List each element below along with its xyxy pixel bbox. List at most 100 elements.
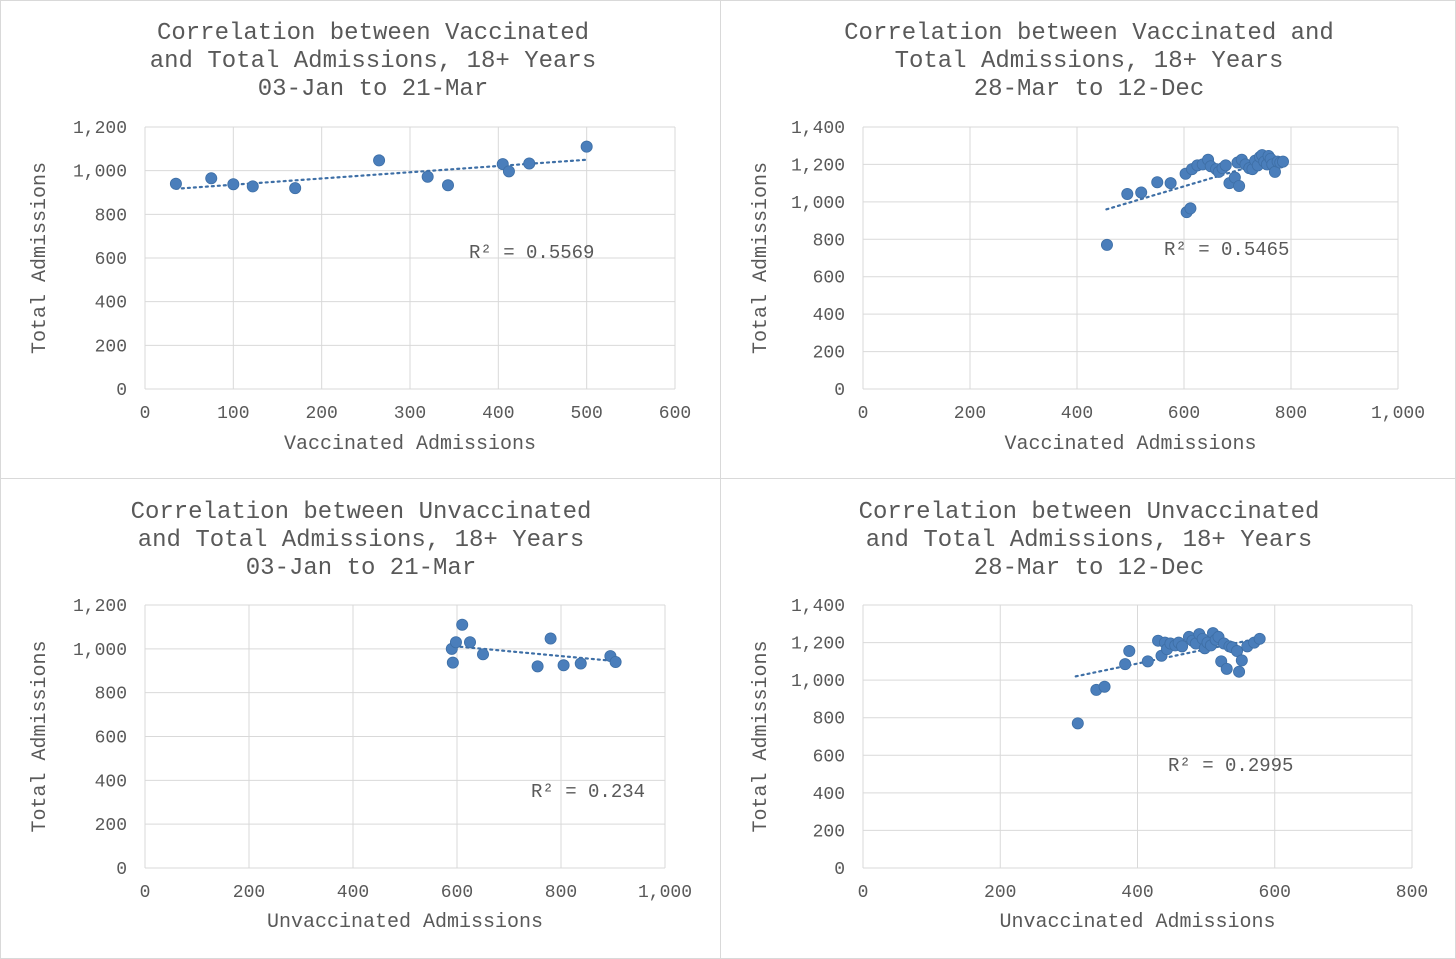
- data-point: [609, 655, 622, 668]
- data-point: [1220, 662, 1233, 675]
- y-tick-label: 800: [95, 206, 127, 226]
- x-tick-label: 200: [233, 883, 265, 903]
- data-point: [1151, 176, 1164, 189]
- x-tick-label: 600: [441, 883, 473, 903]
- y-tick-label: 600: [813, 269, 845, 289]
- y-tick-label: 0: [834, 860, 845, 880]
- data-point: [441, 179, 454, 192]
- chart-title-line-3: 03-Jan to 21-Mar: [246, 555, 476, 582]
- data-point: [1135, 186, 1148, 199]
- chart-title-line-1: Correlation between Vaccinated and: [844, 20, 1334, 47]
- data-point: [557, 659, 570, 672]
- data-point: [1176, 640, 1189, 653]
- y-tick-label: 0: [834, 381, 845, 401]
- r-squared-label: R² = 0.5465: [1164, 239, 1289, 261]
- linear-trendline: [174, 158, 588, 190]
- y-tick-label: 400: [813, 306, 845, 326]
- y-tick-label: 1,200: [791, 635, 845, 655]
- x-tick-label: 800: [1396, 883, 1428, 903]
- y-axis-label: Total Admissions: [750, 162, 773, 354]
- y-tick-label: 400: [95, 772, 127, 792]
- data-point: [1141, 655, 1154, 668]
- scatter-chart-vaccinated-late: Correlation between Vaccinated andTotal …: [750, 20, 1425, 456]
- chart-title-line-2: Total Admissions, 18+ Years: [895, 48, 1284, 75]
- data-point: [544, 632, 557, 645]
- data-point: [523, 157, 536, 170]
- y-tick-label: 600: [813, 747, 845, 767]
- y-tick-label: 200: [813, 344, 845, 364]
- chart-panel-unvaccinated-early: Correlation between Unvaccinated and Tota…: [0, 478, 721, 959]
- x-tick-label: 1,000: [1371, 404, 1425, 424]
- y-tick-label: 1,400: [791, 597, 845, 617]
- data-point: [1219, 159, 1232, 172]
- x-tick-label: 400: [1061, 404, 1093, 424]
- data-point: [446, 656, 459, 669]
- x-tick-label: 400: [337, 883, 369, 903]
- data-point: [1184, 202, 1197, 215]
- x-tick-label: 0: [858, 883, 869, 903]
- data-point: [531, 660, 544, 673]
- y-tick-label: 400: [95, 294, 127, 314]
- y-tick-label: 1,200: [73, 119, 127, 139]
- data-point: [1231, 645, 1244, 658]
- chart-panel-vaccinated-early: Correlation between Vaccinated and Total …: [0, 0, 721, 479]
- data-point: [169, 177, 182, 190]
- y-tick-label: 200: [95, 337, 127, 357]
- x-tick-label: 200: [984, 883, 1016, 903]
- data-point: [574, 657, 587, 670]
- x-tick-label: 100: [217, 404, 249, 424]
- y-axis-label: Total Admissions: [750, 640, 773, 832]
- chart-title-line-2: and Total Admissions, 18+ Years: [150, 48, 596, 75]
- y-tick-label: 600: [95, 250, 127, 270]
- data-point: [1235, 654, 1248, 667]
- linear-trendline: [453, 645, 615, 662]
- y-tick-label: 0: [116, 381, 127, 401]
- r-squared-label: R² = 0.2995: [1168, 755, 1293, 777]
- data-point: [1253, 632, 1266, 645]
- y-tick-label: 800: [813, 231, 845, 251]
- data-point: [289, 182, 302, 195]
- data-point: [1098, 680, 1111, 693]
- y-tick-label: 1,000: [791, 194, 845, 214]
- x-tick-label: 300: [394, 404, 426, 424]
- chart-title-line-1: Correlation between Unvaccinated: [859, 499, 1320, 526]
- y-tick-label: 1,200: [791, 156, 845, 176]
- x-tick-label: 400: [482, 404, 514, 424]
- x-tick-label: 400: [1121, 883, 1153, 903]
- x-tick-label: 600: [1168, 404, 1200, 424]
- data-point: [463, 636, 476, 649]
- chart-title-line-2: and Total Admissions, 18+ Years: [138, 527, 584, 554]
- y-tick-label: 0: [116, 860, 127, 880]
- data-point: [1233, 665, 1246, 678]
- x-axis-label: Unvaccinated Admissions: [999, 911, 1275, 934]
- data-point: [373, 154, 386, 167]
- y-tick-label: 1,400: [791, 119, 845, 139]
- data-point: [1119, 658, 1132, 671]
- data-point: [246, 180, 259, 193]
- y-tick-label: 1,200: [73, 597, 127, 617]
- chart-title-line-3: 28-Mar to 12-Dec: [974, 76, 1204, 103]
- y-axis-label: Total Admissions: [29, 162, 52, 354]
- data-point: [1164, 177, 1177, 190]
- x-tick-label: 200: [305, 404, 337, 424]
- data-point: [1121, 187, 1134, 200]
- x-axis-label: Vaccinated Admissions: [284, 433, 536, 456]
- chart-title-line-2: and Total Admissions, 18+ Years: [866, 527, 1312, 554]
- x-tick-label: 0: [140, 404, 151, 424]
- y-tick-label: 400: [813, 785, 845, 805]
- data-point: [227, 178, 240, 191]
- x-tick-label: 800: [1275, 404, 1307, 424]
- x-tick-label: 600: [1259, 883, 1291, 903]
- x-tick-label: 0: [140, 883, 151, 903]
- chart-title-line-3: 03-Jan to 21-Mar: [258, 76, 488, 103]
- x-tick-label: 500: [570, 404, 602, 424]
- x-axis-label: Vaccinated Admissions: [1004, 433, 1256, 456]
- y-tick-label: 800: [95, 685, 127, 705]
- data-point: [449, 636, 462, 649]
- data-point: [1233, 179, 1246, 192]
- chart-panel-unvaccinated-late: Correlation between Unvaccinated and Tota…: [720, 478, 1456, 959]
- data-point: [1071, 717, 1084, 730]
- linear-trendline: [1105, 155, 1285, 211]
- y-tick-label: 200: [813, 822, 845, 842]
